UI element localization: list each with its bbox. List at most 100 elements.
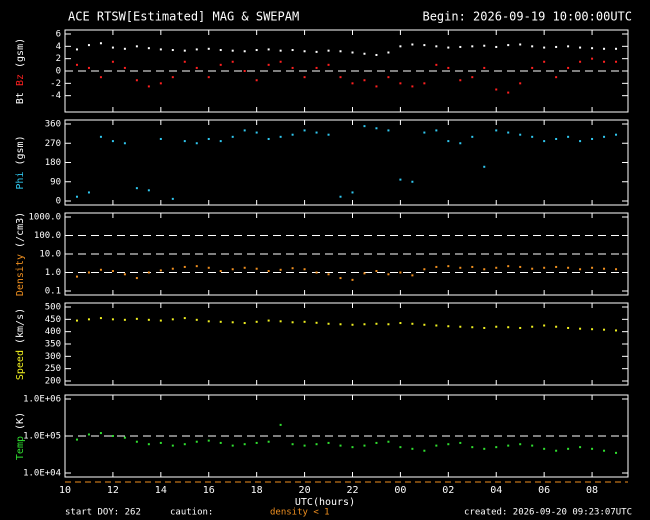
data-point: [447, 265, 450, 268]
data-point: [459, 441, 462, 444]
data-point: [75, 195, 78, 198]
data-point: [363, 444, 366, 447]
data-point: [243, 266, 246, 269]
data-point: [615, 47, 618, 50]
data-point: [531, 66, 534, 69]
data-point: [243, 322, 246, 325]
data-point: [219, 270, 222, 273]
data-point: [219, 441, 222, 444]
data-point: [279, 49, 282, 52]
y-tick-label: 500: [45, 303, 61, 313]
data-point: [555, 325, 558, 328]
data-point: [255, 441, 258, 444]
data-point: [603, 267, 606, 270]
data-point: [411, 322, 414, 325]
data-point: [243, 50, 246, 53]
data-point: [279, 268, 282, 271]
data-point: [75, 438, 78, 441]
data-point: [327, 441, 330, 444]
data-point: [555, 137, 558, 140]
data-point: [195, 440, 198, 443]
data-point: [603, 60, 606, 63]
data-point: [363, 272, 366, 275]
data-point: [471, 45, 474, 48]
data-point: [471, 265, 474, 268]
y-axis-label: Bt Bz (gsm): [15, 38, 26, 104]
data-point: [315, 271, 318, 274]
data-point: [135, 440, 138, 443]
data-point: [207, 320, 210, 323]
data-point: [255, 267, 258, 270]
data-point: [615, 329, 618, 332]
y-tick-label: 1.0E+04: [23, 469, 61, 479]
data-point: [591, 47, 594, 50]
data-point: [495, 266, 498, 269]
data-point: [435, 444, 438, 447]
data-point: [183, 60, 186, 63]
created-time: created: 2026-09-20 09:23:07UTC: [464, 508, 632, 518]
data-point: [255, 320, 258, 323]
data-point: [459, 325, 462, 328]
data-point: [375, 270, 378, 273]
data-point: [543, 266, 546, 269]
data-point: [111, 140, 114, 143]
data-point: [231, 444, 234, 447]
data-point: [519, 326, 522, 329]
data-point: [87, 318, 90, 321]
data-point: [75, 319, 78, 322]
data-point: [555, 265, 558, 268]
y-tick-label: 90: [50, 177, 61, 187]
data-point: [471, 76, 474, 79]
data-point: [339, 76, 342, 79]
data-point: [135, 45, 138, 48]
data-point: [447, 325, 450, 328]
data-point: [291, 133, 294, 136]
y-axis-label-series: Phi: [15, 172, 26, 190]
data-point: [135, 187, 138, 190]
y-tick-label: 6: [56, 30, 61, 40]
data-point: [87, 271, 90, 274]
data-point: [363, 125, 366, 128]
data-point: [291, 321, 294, 324]
data-point: [255, 49, 258, 52]
caution-note: density < 1: [270, 508, 330, 518]
data-point: [615, 133, 618, 136]
data-point: [171, 267, 174, 270]
data-point: [507, 91, 510, 94]
data-point: [159, 269, 162, 272]
data-point: [363, 79, 366, 82]
data-point: [423, 131, 426, 134]
y-axis-label-unit: (gsm): [15, 135, 26, 165]
data-point: [399, 322, 402, 325]
y-tick-label: 0.1: [45, 287, 61, 297]
data-point: [111, 46, 114, 49]
data-point: [543, 46, 546, 49]
y-tick-label: 300: [45, 352, 61, 362]
x-tick-label: 22: [346, 485, 358, 496]
data-point: [147, 85, 150, 88]
y-axis-label-series: Temp: [15, 436, 26, 460]
data-point: [303, 76, 306, 79]
data-point: [567, 447, 570, 450]
y-axis-label-series: Speed: [15, 350, 26, 380]
x-tick-label: 08: [586, 485, 598, 496]
data-point: [171, 49, 174, 52]
data-point: [171, 444, 174, 447]
data-point: [207, 76, 210, 79]
caution-label: caution:: [170, 508, 213, 518]
data-point: [363, 323, 366, 326]
data-point: [255, 79, 258, 82]
data-point: [507, 131, 510, 134]
data-point: [567, 45, 570, 48]
y-tick-label: 350: [45, 340, 61, 350]
data-point: [483, 66, 486, 69]
y-axis-label: Phi (gsm): [15, 135, 26, 189]
data-point: [159, 48, 162, 51]
data-point: [123, 142, 126, 145]
data-point: [111, 60, 114, 63]
y-tick-label: 0: [56, 197, 61, 207]
data-point: [183, 265, 186, 268]
y-axis-label: Density (/cm3): [15, 212, 26, 296]
data-point: [147, 47, 150, 50]
data-point: [135, 317, 138, 320]
